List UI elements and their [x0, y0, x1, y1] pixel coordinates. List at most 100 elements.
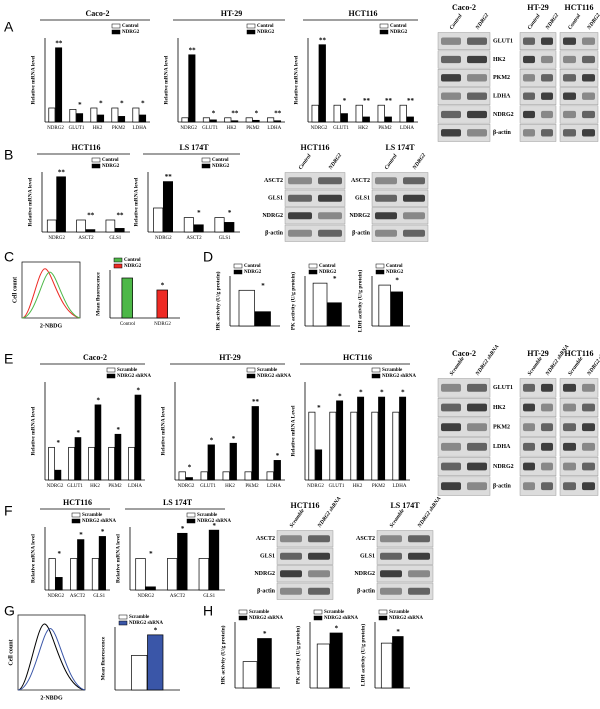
- y-axis-label: Relative mRNA level: [30, 406, 36, 455]
- chart-title: HT-29: [219, 353, 241, 362]
- legend-label: Control: [122, 24, 139, 29]
- bar: [118, 116, 126, 123]
- y-axis-label: Mean fluorescence: [95, 272, 101, 316]
- blot-row-label: GLUT1: [493, 385, 513, 391]
- blot-band: [523, 55, 535, 64]
- blot-band: [523, 37, 535, 45]
- y-axis-label: LDH activity (U/g protein): [356, 270, 363, 333]
- legend-label: NDRG2 shRNA: [129, 621, 163, 626]
- x-tick-label: NDRG2: [47, 484, 64, 489]
- blot-band: [403, 212, 425, 220]
- lane-label: Scramble: [527, 355, 545, 376]
- blot-title: HT-29: [527, 349, 549, 358]
- blot-band: [523, 423, 535, 432]
- significance: *: [79, 531, 83, 539]
- blot-strip: [376, 582, 434, 600]
- blot-band: [563, 129, 576, 137]
- legend-label: NDRG2 shRNA: [324, 616, 358, 621]
- chart-title: HCT116: [349, 9, 378, 18]
- flow-y-label: Cell count: [12, 277, 18, 303]
- x-tick-label: ASCT2: [186, 236, 202, 241]
- x-tick-label: PKM2: [245, 484, 259, 489]
- y-axis-label: Mean fluorescence: [100, 636, 106, 680]
- blot-strip: [559, 87, 599, 106]
- chart-title: HT-29: [221, 9, 243, 18]
- blot-band: [280, 535, 302, 543]
- blot-strip: [437, 123, 491, 142]
- blot-band: [541, 423, 553, 432]
- significance: *: [181, 525, 185, 533]
- flow-y-label: Cell count: [8, 639, 14, 665]
- flow-frame: [17, 614, 86, 691]
- blot-band: [541, 482, 553, 491]
- bar: [254, 311, 271, 327]
- blot-band: [523, 383, 535, 392]
- lane-label: NDRG2: [586, 12, 600, 31]
- bar: [131, 654, 148, 691]
- blot-band: [582, 482, 595, 491]
- blot-band: [441, 74, 461, 82]
- legend-swatch: [375, 269, 385, 275]
- significance: *: [161, 282, 165, 290]
- bar: [91, 558, 100, 591]
- significance: *: [101, 528, 105, 536]
- x-tick-label: PKM2: [108, 484, 122, 489]
- legend-swatch: [91, 157, 101, 163]
- blot-band: [541, 55, 553, 64]
- blot-strip: [559, 50, 599, 69]
- significance: *: [212, 109, 216, 117]
- blot-band: [280, 570, 302, 578]
- blot-band: [288, 212, 312, 220]
- legend-swatch: [375, 263, 385, 269]
- y-axis-label: Relative mRNA level: [163, 55, 169, 104]
- y-axis-label: Relative mRNA level: [27, 177, 33, 226]
- blot-band: [582, 110, 595, 119]
- x-tick-label: LDHA: [267, 126, 281, 131]
- legend-swatch: [371, 367, 381, 373]
- x-tick-label: LDHA: [393, 484, 407, 489]
- bar: [357, 396, 365, 481]
- legend-swatch: [238, 609, 248, 615]
- bar: [54, 469, 62, 481]
- legend-swatch: [378, 609, 388, 615]
- significance: *: [141, 100, 145, 108]
- x-tick-label: HK2: [358, 126, 368, 131]
- legend-swatch: [378, 615, 388, 621]
- chart-title: Caco-2: [86, 9, 110, 18]
- blot-band: [563, 92, 576, 100]
- lane-label: NDRG2: [544, 12, 560, 31]
- blot-band: [582, 37, 595, 45]
- legend-swatch: [106, 367, 116, 373]
- significance: *: [96, 396, 100, 404]
- x-tick-label: Control: [120, 322, 136, 327]
- x-tick-label: NDRG2: [47, 126, 64, 131]
- blot-band: [563, 55, 576, 64]
- blot-band: [441, 482, 461, 491]
- blot-row-label: GLS1: [360, 554, 375, 560]
- blot-strip: [371, 224, 429, 242]
- blot-row-label: ASCT2: [264, 178, 283, 184]
- significance: *: [232, 435, 236, 443]
- x-tick-label: HK2: [90, 484, 100, 489]
- blot-strip: [519, 378, 557, 398]
- blot-band: [541, 92, 553, 100]
- blot-band: [582, 92, 595, 100]
- lane-label: NDRG2 shRNA: [316, 495, 342, 529]
- blot-strip: [376, 547, 434, 565]
- significance: *: [396, 628, 400, 636]
- legend-label: NDRG2 shRNA: [257, 374, 291, 379]
- blot-strip: [437, 456, 491, 477]
- bar: [222, 471, 230, 481]
- blot-band: [582, 462, 595, 471]
- legend-swatch: [379, 29, 389, 35]
- blot-row-label: HK2: [493, 57, 505, 63]
- bar: [378, 284, 391, 327]
- blot-title: HCT116: [301, 143, 330, 152]
- bar: [406, 116, 414, 123]
- lane-label: Scramble: [449, 355, 467, 376]
- bar: [111, 107, 119, 123]
- blot-strip: [519, 50, 557, 69]
- blot-strip: [284, 224, 346, 242]
- chart-title: LS 174T: [163, 498, 193, 507]
- bar: [251, 406, 259, 481]
